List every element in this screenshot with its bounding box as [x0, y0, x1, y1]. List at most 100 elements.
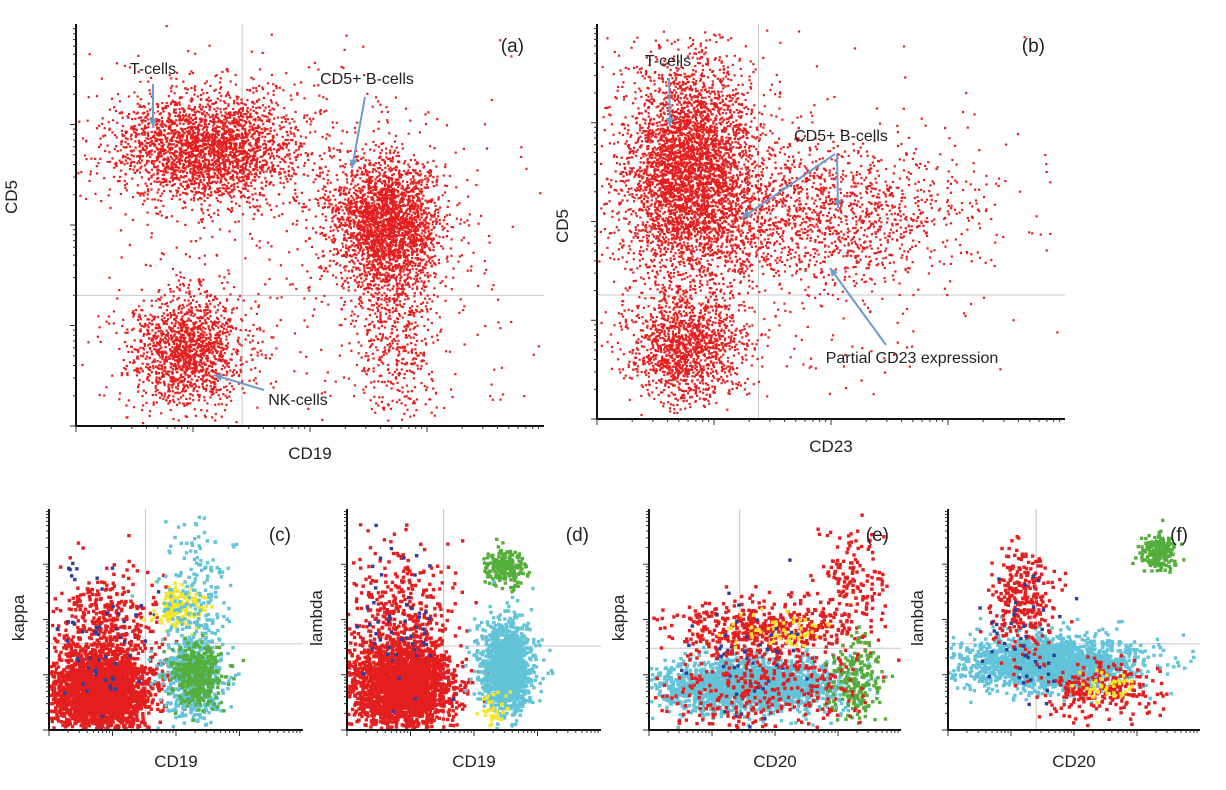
- data-point: [367, 212, 369, 214]
- data-point: [261, 182, 263, 184]
- data-point: [131, 154, 133, 156]
- data-point: [235, 74, 237, 76]
- data-point: [242, 166, 244, 168]
- data-point: [221, 177, 223, 179]
- data-point: [394, 140, 396, 142]
- data-point: [186, 172, 188, 174]
- data-point: [227, 116, 229, 118]
- data-point: [336, 248, 338, 250]
- data-point: [432, 221, 434, 223]
- data-point: [245, 169, 247, 171]
- data-point: [460, 298, 462, 300]
- data-point: [323, 111, 325, 113]
- data-point: [291, 139, 293, 141]
- data-point: [383, 221, 385, 223]
- data-point: [334, 240, 336, 242]
- data-point: [108, 194, 110, 196]
- data-point: [338, 221, 340, 223]
- data-point: [190, 168, 192, 170]
- data-point: [211, 148, 213, 150]
- data-point: [333, 248, 335, 250]
- data-point: [177, 115, 179, 117]
- data-point: [155, 124, 157, 126]
- data-point: [143, 112, 145, 114]
- data-point: [225, 188, 227, 190]
- data-point: [125, 159, 127, 161]
- data-point: [341, 255, 343, 257]
- data-point: [362, 214, 364, 216]
- data-point: [424, 267, 426, 269]
- data-point: [377, 191, 379, 193]
- data-point: [423, 230, 425, 232]
- data-point: [89, 173, 91, 175]
- data-point: [201, 169, 203, 171]
- data-point: [373, 256, 375, 258]
- data-point: [295, 149, 297, 151]
- data-point: [228, 167, 230, 169]
- data-point: [335, 205, 337, 207]
- data-point: [222, 155, 224, 157]
- data-point: [225, 190, 227, 192]
- data-point: [268, 148, 270, 150]
- data-point: [186, 136, 188, 138]
- data-point: [455, 186, 457, 188]
- data-point: [179, 194, 181, 196]
- data-point: [436, 184, 438, 186]
- data-point: [462, 309, 464, 311]
- data-point: [168, 144, 170, 146]
- data-point: [425, 236, 427, 238]
- data-point: [272, 169, 274, 171]
- data-point: [185, 87, 187, 89]
- data-point: [446, 185, 448, 187]
- data-point: [235, 203, 237, 205]
- data-point: [359, 296, 361, 298]
- data-point: [161, 178, 163, 180]
- data-point: [184, 202, 186, 204]
- data-point: [393, 201, 395, 203]
- data-point: [380, 194, 382, 196]
- data-point: [138, 106, 140, 108]
- data-point: [407, 184, 409, 186]
- data-point: [145, 149, 147, 151]
- data-point: [80, 171, 82, 173]
- data-point: [252, 179, 254, 181]
- data-point: [427, 226, 429, 228]
- data-point: [157, 172, 159, 174]
- data-point: [101, 123, 103, 125]
- data-point: [389, 218, 391, 220]
- data-point: [265, 147, 267, 149]
- data-point: [422, 195, 424, 197]
- data-point: [194, 158, 196, 160]
- data-point: [178, 141, 180, 143]
- data-point: [244, 196, 246, 198]
- data-point: [426, 216, 428, 218]
- data-point: [230, 80, 232, 82]
- data-point: [419, 277, 421, 279]
- data-point: [322, 207, 324, 209]
- data-point: [409, 166, 411, 168]
- data-point: [430, 242, 432, 244]
- data-point: [446, 258, 448, 260]
- data-point: [355, 254, 357, 256]
- data-point: [204, 147, 206, 149]
- data-point: [283, 126, 285, 128]
- data-point: [341, 224, 343, 226]
- data-point: [406, 234, 408, 236]
- data-point: [325, 238, 327, 240]
- data-point: [96, 172, 98, 174]
- data-point: [142, 143, 144, 145]
- data-point: [225, 180, 227, 182]
- data-point: [188, 105, 190, 107]
- data-point: [256, 157, 258, 159]
- data-point: [117, 150, 119, 152]
- data-point: [420, 243, 422, 245]
- data-point: [275, 85, 277, 87]
- data-point: [126, 146, 128, 148]
- data-point: [143, 128, 145, 130]
- data-point: [439, 219, 441, 221]
- data-point: [245, 113, 247, 115]
- data-point: [219, 126, 221, 128]
- data-point: [160, 184, 162, 186]
- data-point: [251, 101, 253, 103]
- data-point: [197, 178, 199, 180]
